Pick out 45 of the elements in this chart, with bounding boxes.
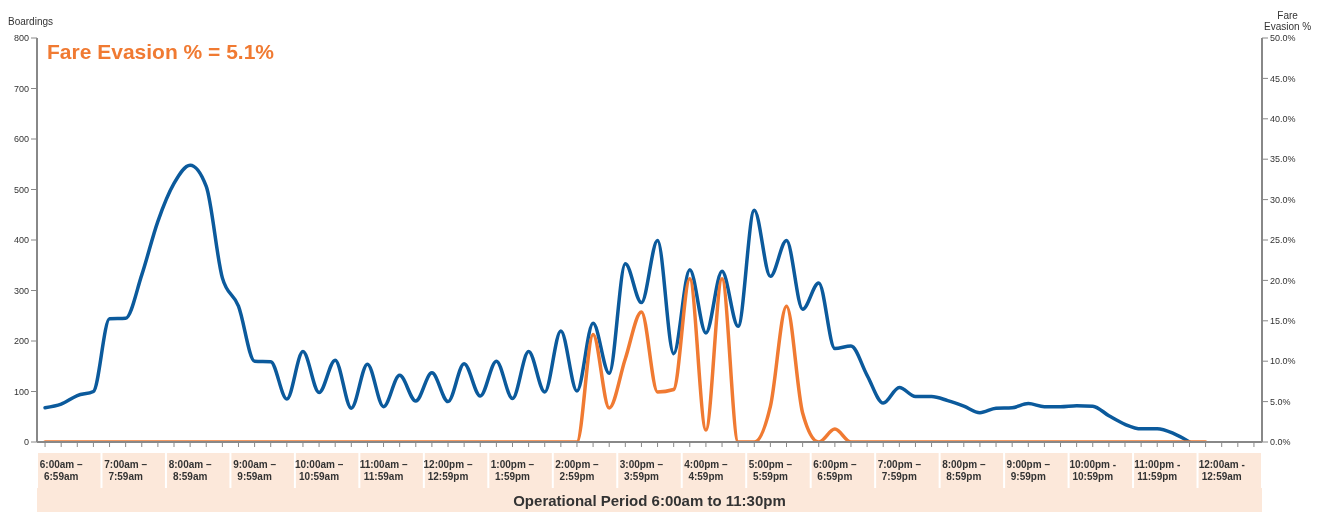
y2-tick-label: 20.0% xyxy=(1270,275,1296,286)
y-tick-label: 300 xyxy=(13,285,29,296)
x-tick-label: 12:00am - 12:59am xyxy=(1198,459,1245,482)
line-series xyxy=(43,163,1192,442)
y-tick-label: 200 xyxy=(13,336,29,347)
x-tick-label: 7:00am – 7:59am xyxy=(104,459,148,482)
x-tick-label: 6:00pm – 6:59pm xyxy=(813,459,857,482)
y-tick-label: 800 xyxy=(13,33,29,44)
y2-axis-title: Fare Evasion % xyxy=(1264,10,1312,32)
x-tick-label: 5:00pm – 5:59pm xyxy=(748,459,793,482)
x-tick-label: 8:00am – 8:59am xyxy=(168,459,212,482)
y2-tick-label: 15.0% xyxy=(1270,315,1296,326)
y2-tick-label: 25.0% xyxy=(1270,235,1296,246)
x-tick-label: 11:00am – 11:59am xyxy=(359,459,408,482)
x-tick-label: 9:00am – 9:59am xyxy=(233,459,277,482)
line-series xyxy=(43,277,1208,442)
x-tick-label: 1:00pm – 1:59pm xyxy=(490,459,535,482)
y2-tick-label: 10.0% xyxy=(1270,356,1296,367)
y-tick-label: 700 xyxy=(13,83,29,94)
y2-tick-label: 35.0% xyxy=(1270,154,1296,165)
y2-tick-label: 40.0% xyxy=(1270,114,1296,124)
x-tick-label: 3:00pm – 3:59pm xyxy=(619,459,664,482)
x-tick-label: 8:00pm – 8:59pm xyxy=(942,459,986,482)
x-tick-label: 6:00am – 6:59am xyxy=(39,459,84,482)
y2-tick-label: 50.0% xyxy=(1270,33,1296,44)
x-tick-label: 10:00pm - 10:59pm xyxy=(1069,459,1117,482)
x-tick-label: 4:00pm – 4:59pm xyxy=(684,459,729,482)
x-tick-label: 9:00pm – 9:59pm xyxy=(1006,459,1051,482)
y2-tick-label: 0.0% xyxy=(1270,437,1291,448)
x-axis-title: Operational Period 6:00am to 11:30pm xyxy=(37,488,1262,512)
y-tick-label: 0 xyxy=(23,437,29,448)
y-tick-label: 400 xyxy=(13,235,29,246)
x-tick-label: 11:00pm - 11:59pm xyxy=(1134,459,1181,482)
x-tick-label: 2:00pm – 2:59pm xyxy=(555,459,600,482)
y2-tick-label: 45.0% xyxy=(1270,73,1296,84)
y2-tick-label: 30.0% xyxy=(1270,194,1296,205)
y-tick-label: 600 xyxy=(13,134,29,145)
annotation: Fare Evasion % = 5.1% xyxy=(47,40,275,64)
y2-tick-label: 5.0% xyxy=(1270,396,1291,407)
x-tick-label: 10:00am – 10:59am xyxy=(294,459,344,482)
y-tick-label: 100 xyxy=(13,386,29,397)
x-tick-label: 12:00pm – 12:59pm xyxy=(423,459,473,482)
x-tick-label: 7:00pm – 7:59pm xyxy=(877,459,922,482)
y-axis-title: Boardings xyxy=(8,16,54,27)
y-tick-label: 500 xyxy=(13,184,29,195)
